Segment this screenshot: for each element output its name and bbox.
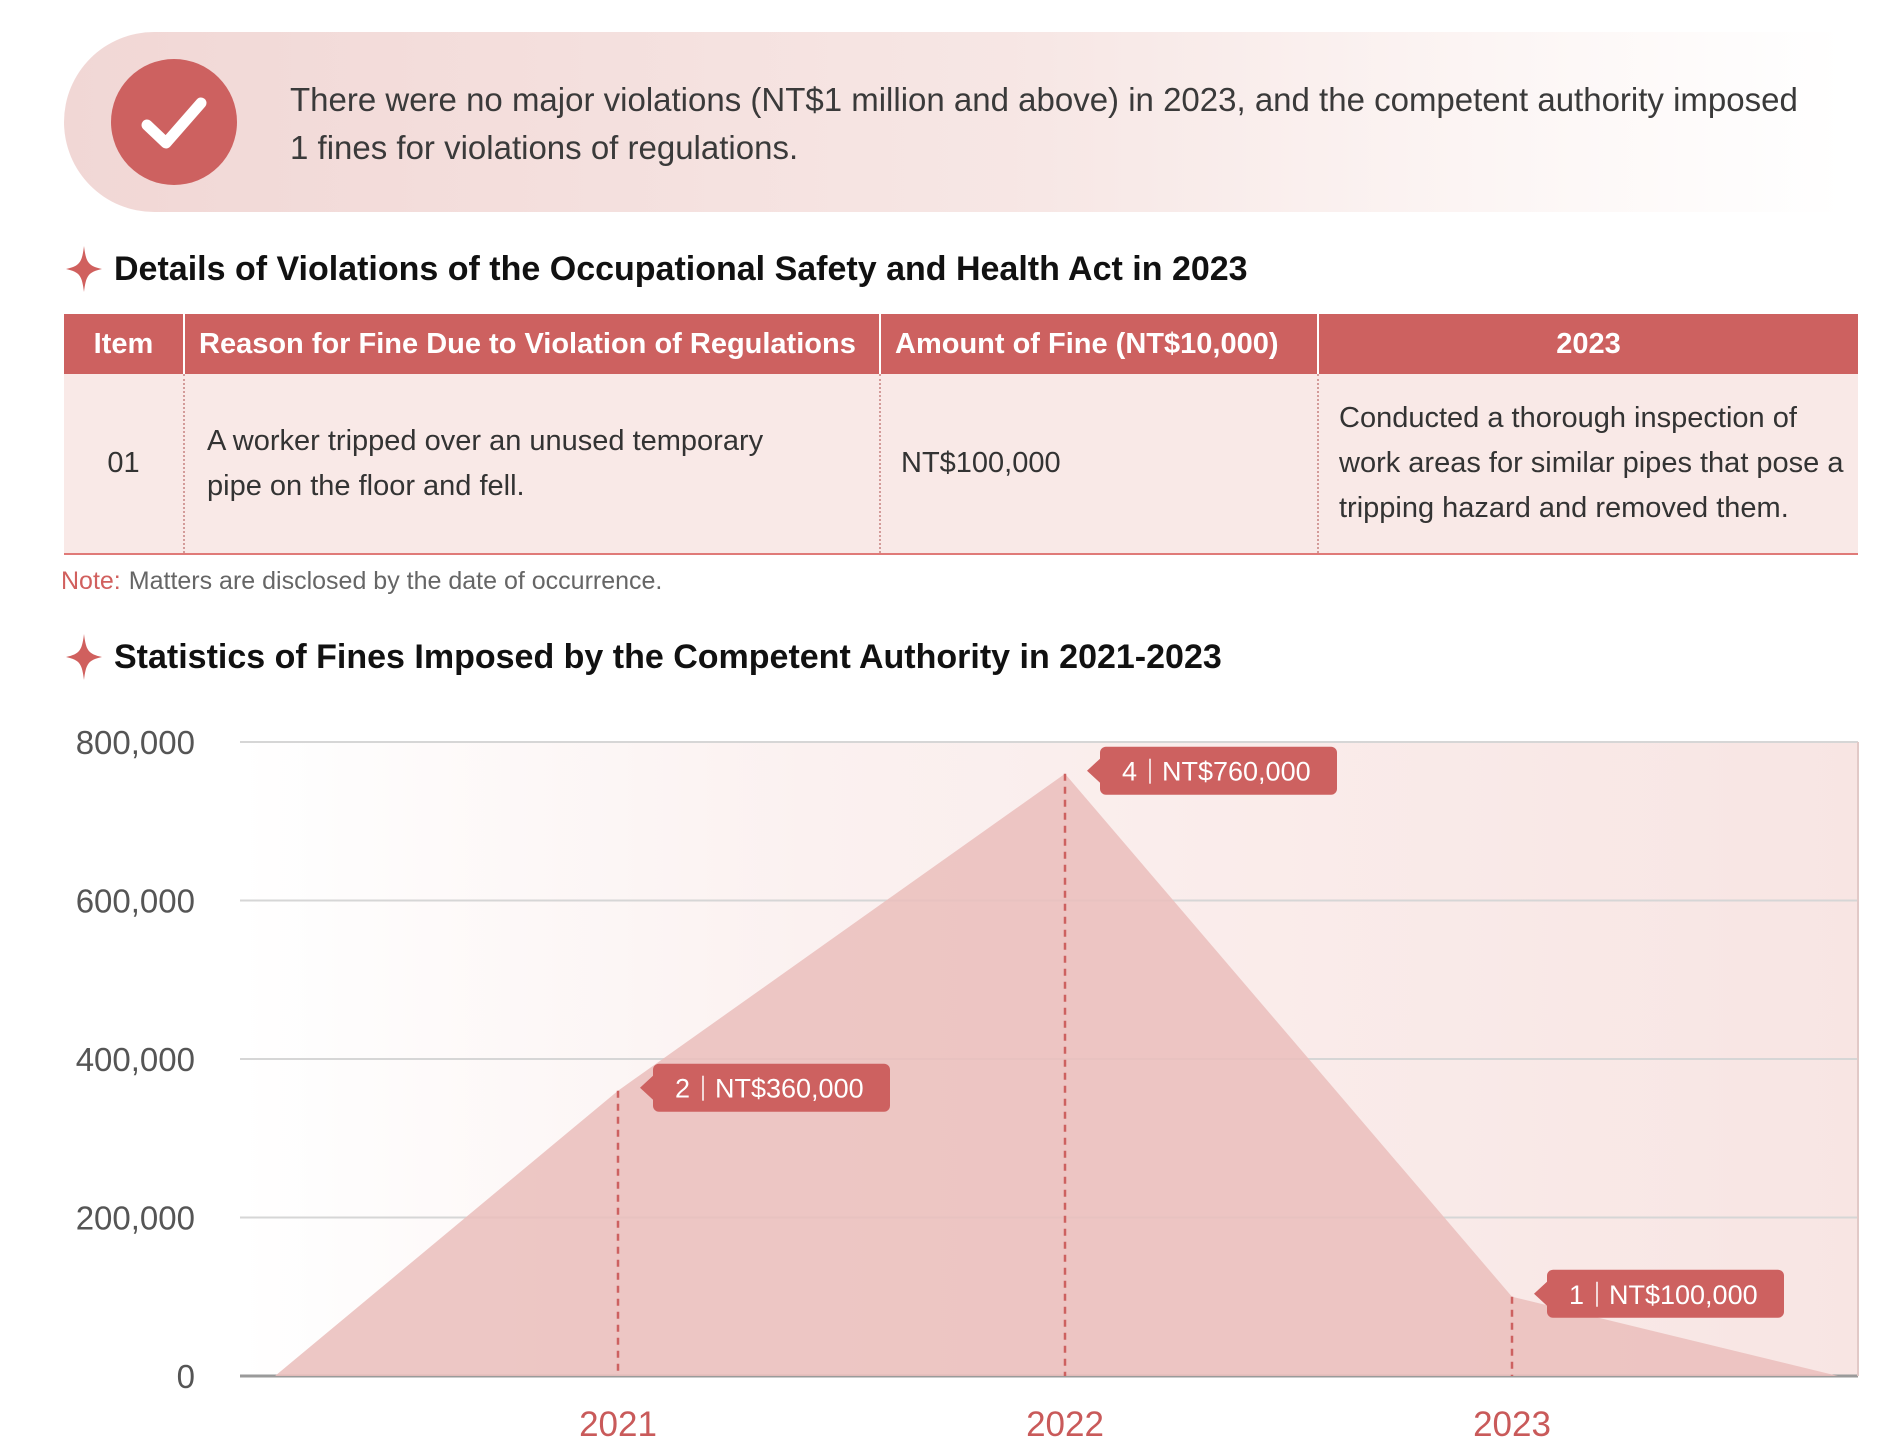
callout-pointer bbox=[640, 1075, 653, 1100]
note-label: Note: bbox=[61, 567, 121, 595]
header-reason: Reason for Fine Due to Violation of Regu… bbox=[183, 314, 880, 374]
details-title: Details of Violations of the Occupationa… bbox=[114, 249, 1248, 288]
sparkle-icon bbox=[66, 246, 102, 292]
violations-table: Item Reason for Fine Due to Violation of… bbox=[64, 314, 1858, 555]
data-callout: 4 NT$760,000 bbox=[1087, 746, 1337, 795]
x-category-label: 2023 bbox=[1473, 1405, 1551, 1444]
callout-amount: NT$360,000 bbox=[715, 1074, 864, 1104]
callout-pointer bbox=[1087, 758, 1100, 783]
callout-box bbox=[1100, 746, 1337, 795]
details-section-title: Details of Violations of the Occupationa… bbox=[64, 244, 1248, 294]
notice-text: There were no major violations (NT$1 mil… bbox=[290, 81, 1798, 166]
callout-amount: NT$100,000 bbox=[1609, 1280, 1758, 1310]
header-amount: Amount of Fine (NT$10,000) bbox=[879, 314, 1318, 374]
y-tick-label: 0 bbox=[177, 1358, 195, 1395]
callout-box bbox=[1547, 1269, 1784, 1318]
cell-amount: NT$100,000 bbox=[879, 374, 1318, 555]
stats-title: Statistics of Fines Imposed by the Compe… bbox=[114, 637, 1222, 676]
cell-2023-action: Conducted a thorough inspection of work … bbox=[1317, 374, 1858, 555]
table-header-row: Item Reason for Fine Due to Violation of… bbox=[64, 314, 1858, 374]
header-item: Item bbox=[64, 314, 184, 374]
cell-item: 01 bbox=[64, 374, 184, 555]
data-callout: 1 NT$100,000 bbox=[1534, 1269, 1784, 1318]
x-category-label: 2021 bbox=[579, 1405, 657, 1444]
y-tick-label: 200,000 bbox=[76, 1200, 195, 1237]
callout-count: 2 bbox=[675, 1074, 690, 1104]
notice-banner: There were no major violations (NT$1 mil… bbox=[64, 32, 1844, 212]
header-2023: 2023 bbox=[1317, 314, 1858, 374]
callout-count: 4 bbox=[1122, 757, 1137, 787]
y-tick-label: 400,000 bbox=[76, 1041, 195, 1078]
cell-reason: A worker tripped over an unused temporar… bbox=[183, 374, 880, 555]
check-icon bbox=[111, 59, 237, 185]
fines-area-chart: 0 200,000 400,000 600,000 800,000 2 NT$360,000… bbox=[76, 724, 1859, 1444]
stats-section-title: Statistics of Fines Imposed by the Compe… bbox=[64, 632, 1222, 682]
y-tick-label: 600,000 bbox=[76, 883, 195, 920]
callout-amount: NT$760,000 bbox=[1162, 757, 1311, 787]
callout-box bbox=[653, 1063, 890, 1112]
x-category-label: 2022 bbox=[1026, 1405, 1104, 1444]
data-callout: 2 NT$360,000 bbox=[640, 1063, 890, 1112]
y-tick-label: 800,000 bbox=[76, 724, 195, 761]
note-text: Matters are disclosed by the date of occ… bbox=[128, 567, 663, 595]
table-row: 01 A worker tripped over an unused tempo… bbox=[64, 374, 1858, 555]
callout-count: 1 bbox=[1569, 1280, 1584, 1310]
table-note: Note: Matters are disclosed by the date o… bbox=[61, 567, 662, 596]
callout-pointer bbox=[1534, 1281, 1547, 1306]
area-series bbox=[275, 773, 1838, 1376]
sparkle-icon bbox=[66, 634, 102, 680]
